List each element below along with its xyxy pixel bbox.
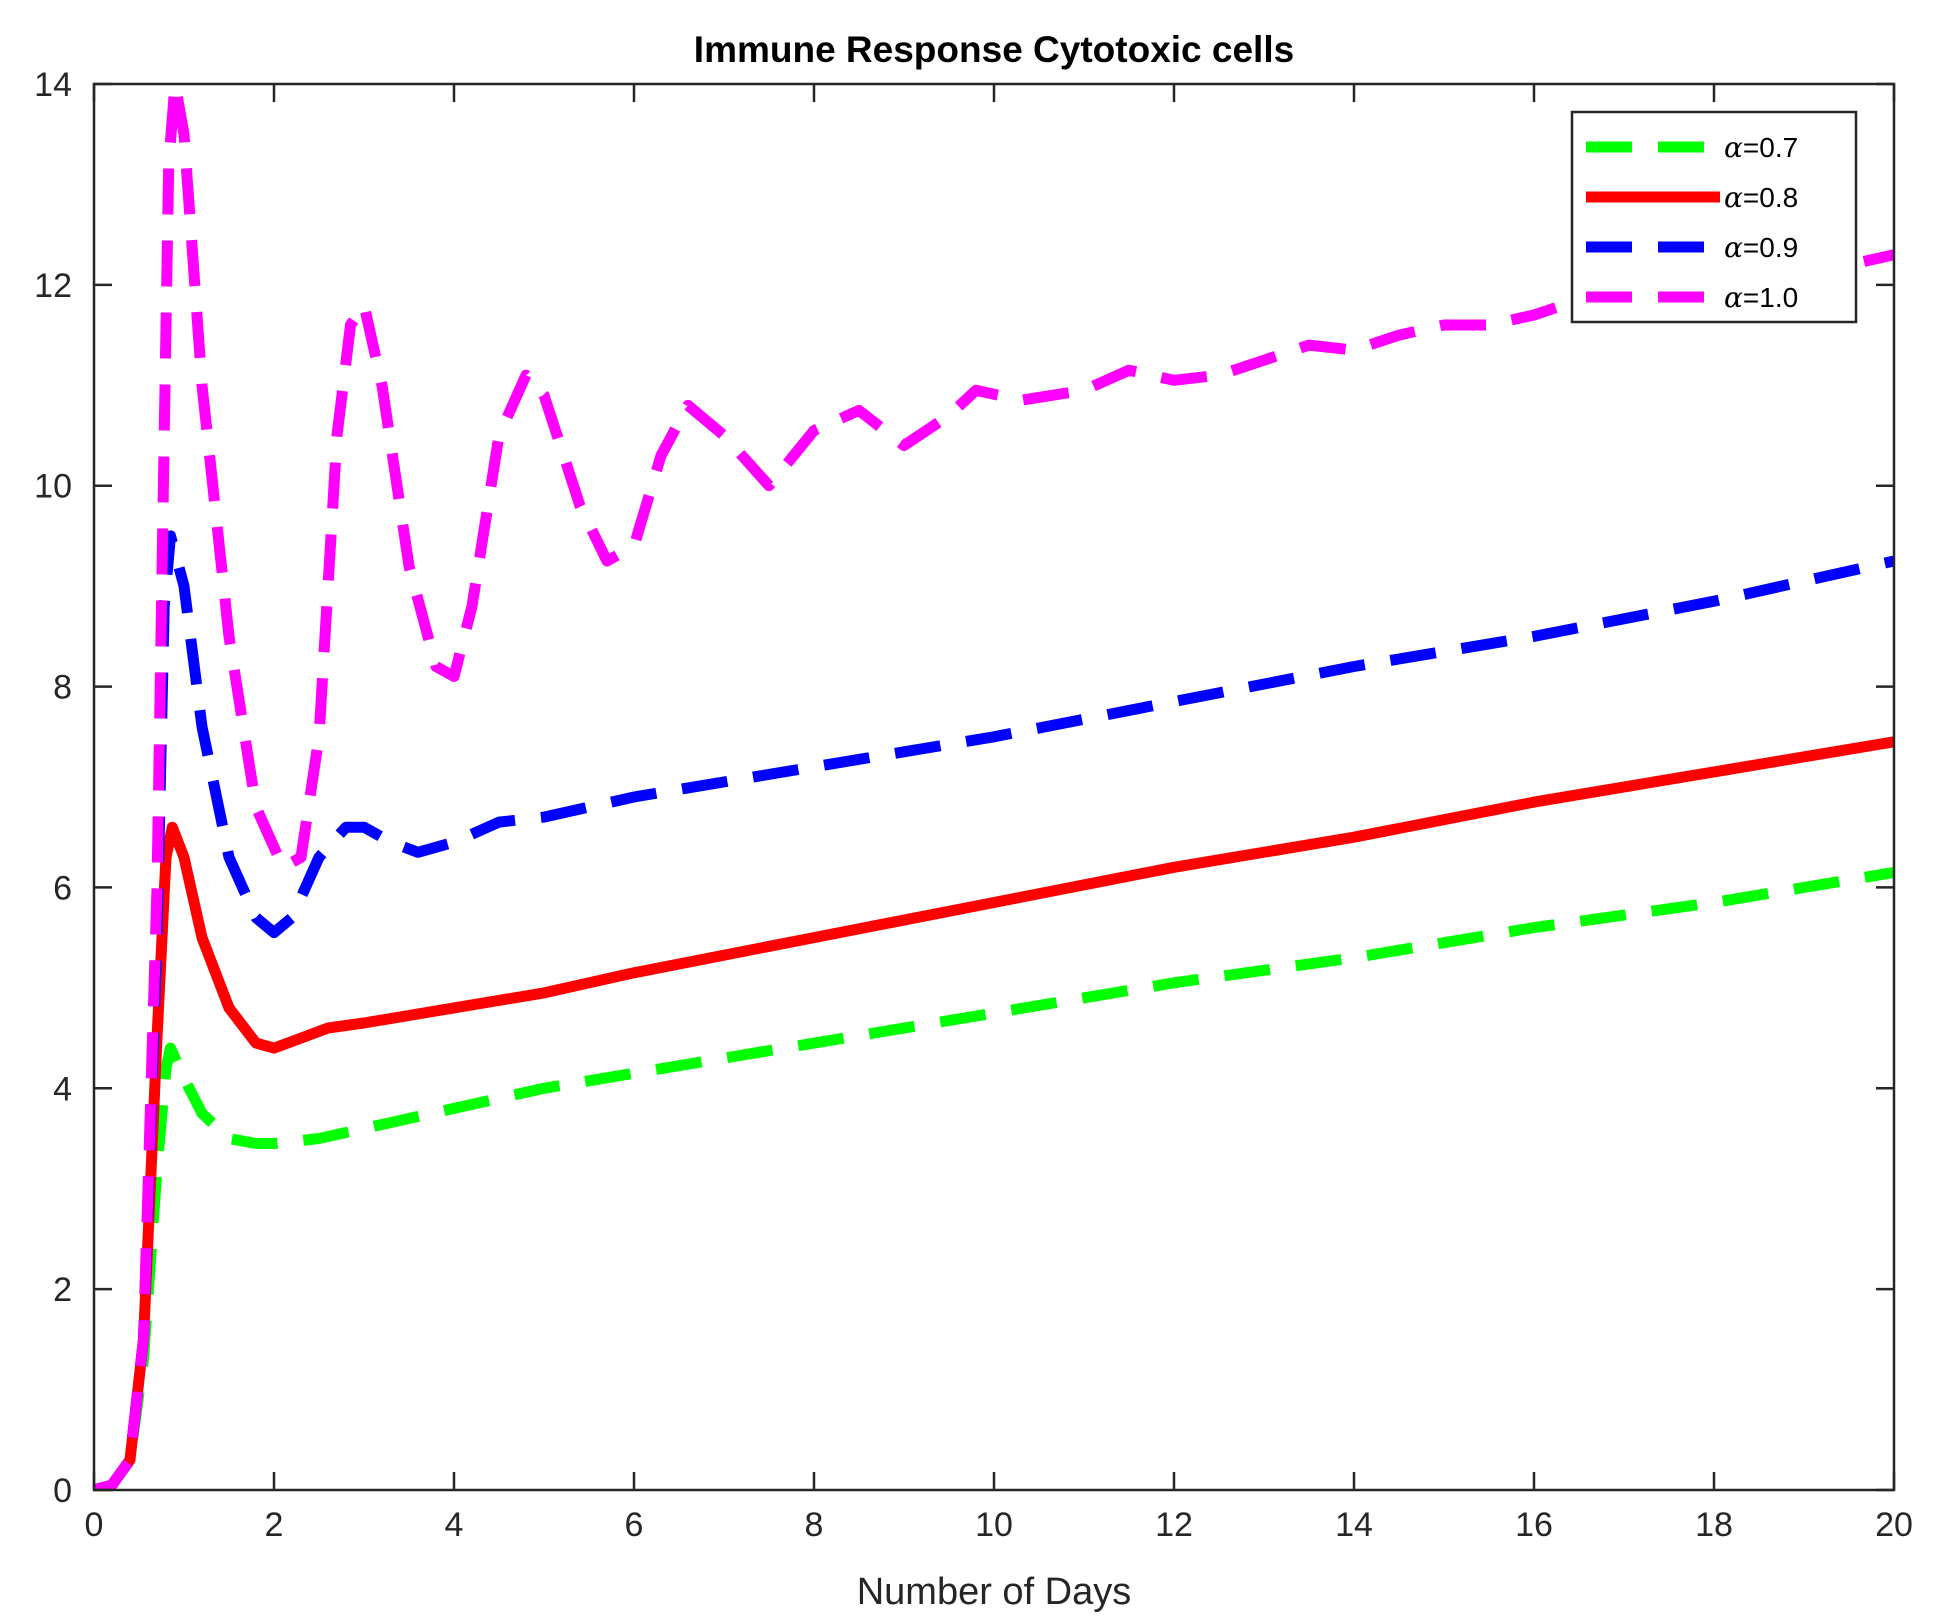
x-axis-label: Number of Days — [857, 1571, 1132, 1613]
legend-value-text: =1.0 — [1743, 282, 1798, 313]
x-tick-label: 4 — [445, 1506, 464, 1544]
x-tick-label: 0 — [85, 1506, 104, 1544]
legend[interactable]: α=0.7α=0.8α=0.9α=1.0 — [1570, 110, 1858, 324]
y-tick-label: 2 — [53, 1271, 72, 1309]
y-tick-label: 6 — [53, 869, 72, 907]
legend-label-1[interactable]: α=0.8 — [1724, 181, 1798, 214]
legend-alpha-symbol: α — [1724, 281, 1743, 314]
y-tick-label: 8 — [53, 669, 72, 707]
y-tick-label: 10 — [34, 468, 72, 506]
legend-alpha-symbol: α — [1724, 131, 1743, 164]
axes-box — [92, 82, 1896, 1492]
x-tick-label: 10 — [975, 1506, 1013, 1544]
y-tick-label: 14 — [34, 66, 72, 104]
x-tick-label: 20 — [1875, 1506, 1913, 1544]
x-tick-label: 18 — [1695, 1506, 1733, 1544]
legend-label-2[interactable]: α=0.9 — [1724, 231, 1798, 264]
x-tick-label: 16 — [1515, 1506, 1553, 1544]
legend-label-0[interactable]: α=0.7 — [1724, 131, 1798, 164]
y-tick-label: 4 — [53, 1070, 72, 1108]
y-tick-label: 12 — [34, 267, 72, 305]
x-tick-label: 2 — [265, 1506, 284, 1544]
x-tick-label: 12 — [1155, 1506, 1193, 1544]
x-tick-label: 6 — [625, 1506, 644, 1544]
legend-alpha-symbol: α — [1724, 231, 1743, 264]
x-tick-label: 8 — [805, 1506, 824, 1544]
x-tick-label: 14 — [1335, 1506, 1373, 1544]
series-layer — [94, 84, 1894, 1490]
series-line-3 — [94, 84, 1894, 1490]
tick-labels: 0 2 4 6 8 10 12 14 16 18 20 0 2 4 6 8 10 12 14 — [34, 66, 1913, 1544]
chart-title: Immune Response Cytotoxic cells — [694, 29, 1294, 70]
legend-label-3[interactable]: α=1.0 — [1724, 281, 1798, 314]
legend-alpha-symbol: α — [1724, 181, 1743, 214]
legend-value-text: =0.7 — [1743, 132, 1798, 163]
legend-value-text: =0.9 — [1743, 232, 1798, 263]
y-tick-label: 0 — [53, 1472, 72, 1510]
legend-value-text: =0.8 — [1743, 182, 1798, 213]
